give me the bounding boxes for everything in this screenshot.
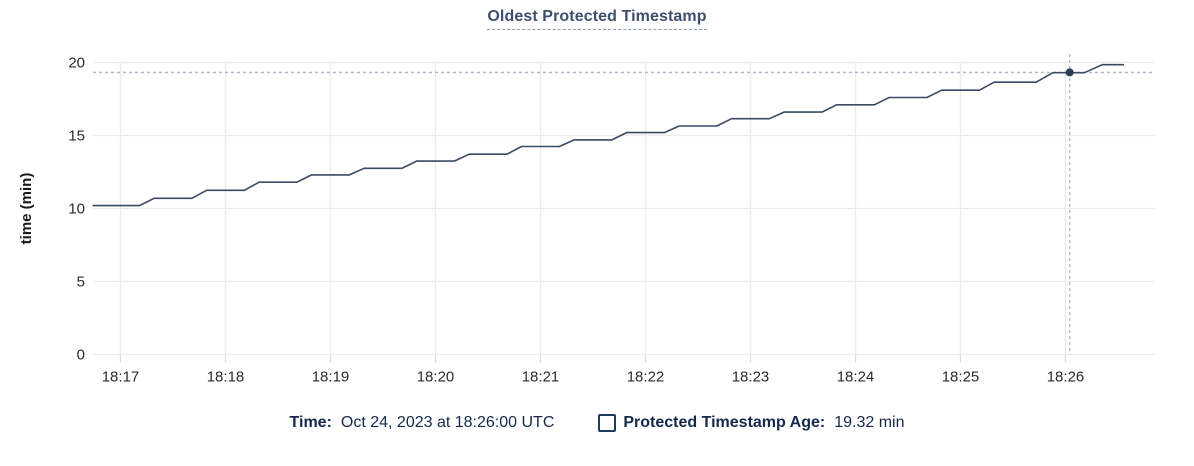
x-tick-label: 18:24 [837, 369, 875, 386]
x-tick-label: 18:26 [1047, 369, 1085, 386]
x-tick-label: 18:19 [312, 369, 350, 386]
y-tick-label: 20 [68, 55, 85, 72]
y-tick-label: 15 [68, 128, 85, 145]
x-tick-labels: 18:17 18:18 18:19 18:20 18:21 18:22 18:23 18:24… [102, 369, 1085, 386]
x-tick-label: 18:20 [417, 369, 455, 386]
y-tick-label: 0 [77, 347, 85, 364]
y-tick-label: 5 [77, 274, 85, 291]
legend-series-value: 19.32 min [834, 414, 905, 431]
chart-title[interactable]: Oldest Protected Timestamp [487, 8, 707, 30]
series-toggle-checkbox[interactable] [598, 414, 617, 432]
x-tick-label: 18:17 [102, 369, 140, 386]
y-gridlines [93, 61, 1155, 356]
x-tick-label: 18:23 [732, 369, 770, 386]
x-tick-label: 18:22 [627, 369, 665, 386]
y-tick-labels: 0 5 10 15 20 [68, 55, 85, 364]
chart-header: Oldest Protected Timestamp [0, 8, 1194, 30]
chart-legend: Time: Oct 24, 2023 at 18:26:00 UTC Prote… [0, 414, 1194, 432]
legend-series[interactable]: Protected Timestamp Age: 19.32 min [598, 414, 904, 432]
x-gridlines [119, 62, 1067, 363]
y-axis-title: time (min) [18, 173, 35, 245]
series-line [92, 63, 1125, 207]
y-tick-label: 10 [68, 201, 85, 218]
crosshair [93, 54, 1155, 355]
x-tick-label: 18:25 [942, 369, 980, 386]
hover-dot [1065, 68, 1074, 77]
legend-time-label: Time: [289, 414, 332, 431]
legend-time-value: Oct 24, 2023 at 18:26:00 UTC [340, 414, 555, 431]
legend-series-label: Protected Timestamp Age: [623, 414, 826, 431]
x-tick-label: 18:21 [522, 369, 560, 386]
x-tick-label: 18:18 [207, 369, 245, 386]
legend-time: Time: Oct 24, 2023 at 18:26:00 UTC [290, 414, 555, 432]
